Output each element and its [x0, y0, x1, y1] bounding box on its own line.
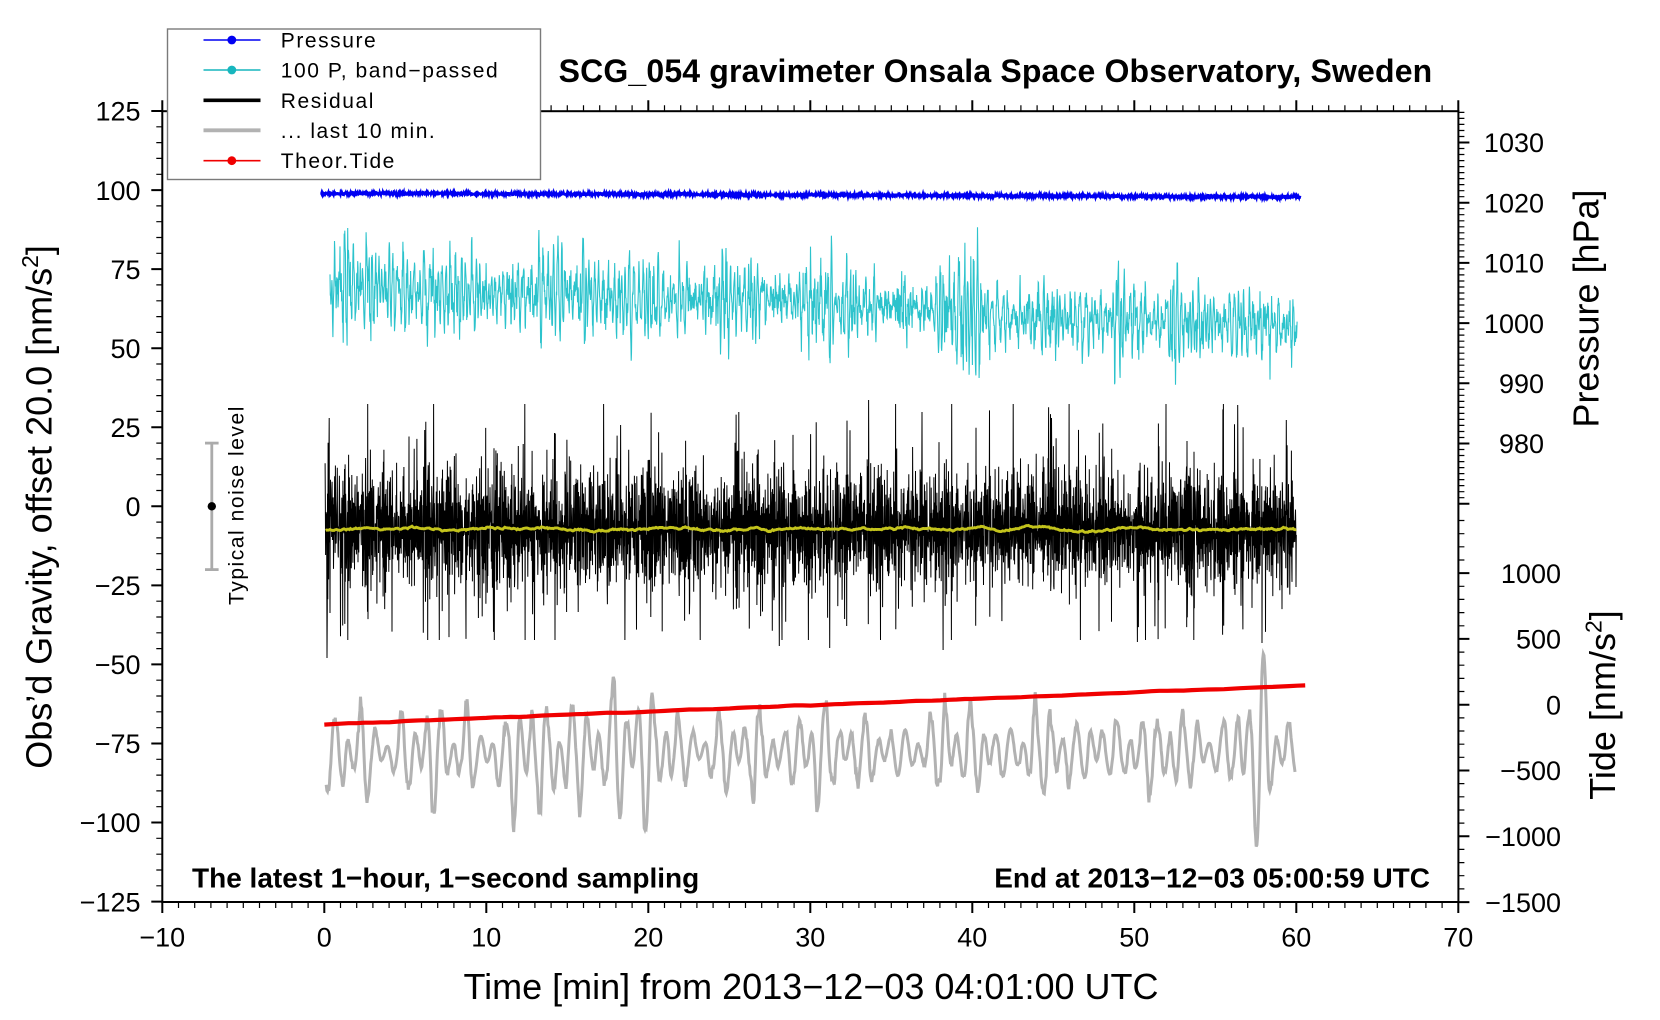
svg-text:The latest 1−hour, 1−second sa: The latest 1−hour, 1−second sampling [192, 863, 699, 894]
svg-text:500: 500 [1516, 625, 1561, 655]
svg-text:−1500: −1500 [1485, 888, 1561, 918]
svg-text:75: 75 [110, 255, 140, 285]
svg-text:−25: −25 [95, 571, 141, 601]
svg-text:0: 0 [1546, 690, 1561, 720]
svg-text:−1000: −1000 [1485, 822, 1561, 852]
svg-text:60: 60 [1281, 923, 1311, 953]
svg-text:−75: −75 [95, 729, 141, 759]
svg-text:−10: −10 [139, 923, 185, 953]
svg-text:−100: −100 [80, 808, 141, 838]
svg-text:Theor.Tide: Theor.Tide [281, 150, 396, 173]
svg-text:30: 30 [795, 923, 825, 953]
svg-text:50: 50 [110, 334, 140, 364]
svg-text:20: 20 [633, 923, 663, 953]
svg-text:980: 980 [1499, 429, 1544, 459]
svg-text:100 P, band−passed: 100 P, band−passed [281, 60, 499, 83]
svg-text:990: 990 [1499, 369, 1544, 399]
svg-text:40: 40 [957, 923, 987, 953]
svg-text:... last 10 min.: ... last 10 min. [281, 120, 437, 143]
svg-text:End at 2013−12−03 05:00:59 UTC: End at 2013−12−03 05:00:59 UTC [994, 863, 1430, 894]
svg-text:10: 10 [471, 923, 501, 953]
svg-text:0: 0 [317, 923, 332, 953]
svg-text:1020: 1020 [1484, 188, 1544, 218]
svg-text:−500: −500 [1500, 756, 1561, 786]
svg-text:Tide [nm/s2]: Tide [nm/s2] [1580, 610, 1623, 800]
svg-text:25: 25 [110, 413, 140, 443]
svg-text:1000: 1000 [1484, 309, 1544, 339]
svg-text:Typical noise level: Typical noise level [226, 405, 249, 605]
svg-text:1010: 1010 [1484, 249, 1544, 279]
svg-text:0: 0 [125, 492, 140, 522]
svg-text:125: 125 [95, 97, 140, 127]
svg-text:1030: 1030 [1484, 128, 1544, 158]
svg-text:50: 50 [1119, 923, 1149, 953]
svg-text:1000: 1000 [1501, 559, 1561, 589]
svg-text:Residual: Residual [281, 90, 375, 113]
svg-text:Time [min] from 2013−12−03 04:: Time [min] from 2013−12−03 04:01:00 UTC [463, 966, 1158, 1007]
svg-text:Pressure [hPa]: Pressure [hPa] [1566, 189, 1607, 427]
svg-text:70: 70 [1443, 923, 1473, 953]
svg-text:SCG_054 gravimeter Onsala Spac: SCG_054 gravimeter Onsala Space Observat… [559, 53, 1433, 89]
svg-text:−50: −50 [95, 650, 141, 680]
svg-text:−125: −125 [80, 887, 141, 917]
svg-text:100: 100 [95, 176, 140, 206]
svg-text:Obs’d Gravity, offset 20.0 [nm: Obs’d Gravity, offset 20.0 [nm/s2] [17, 245, 60, 769]
svg-text:Pressure: Pressure [281, 30, 377, 53]
